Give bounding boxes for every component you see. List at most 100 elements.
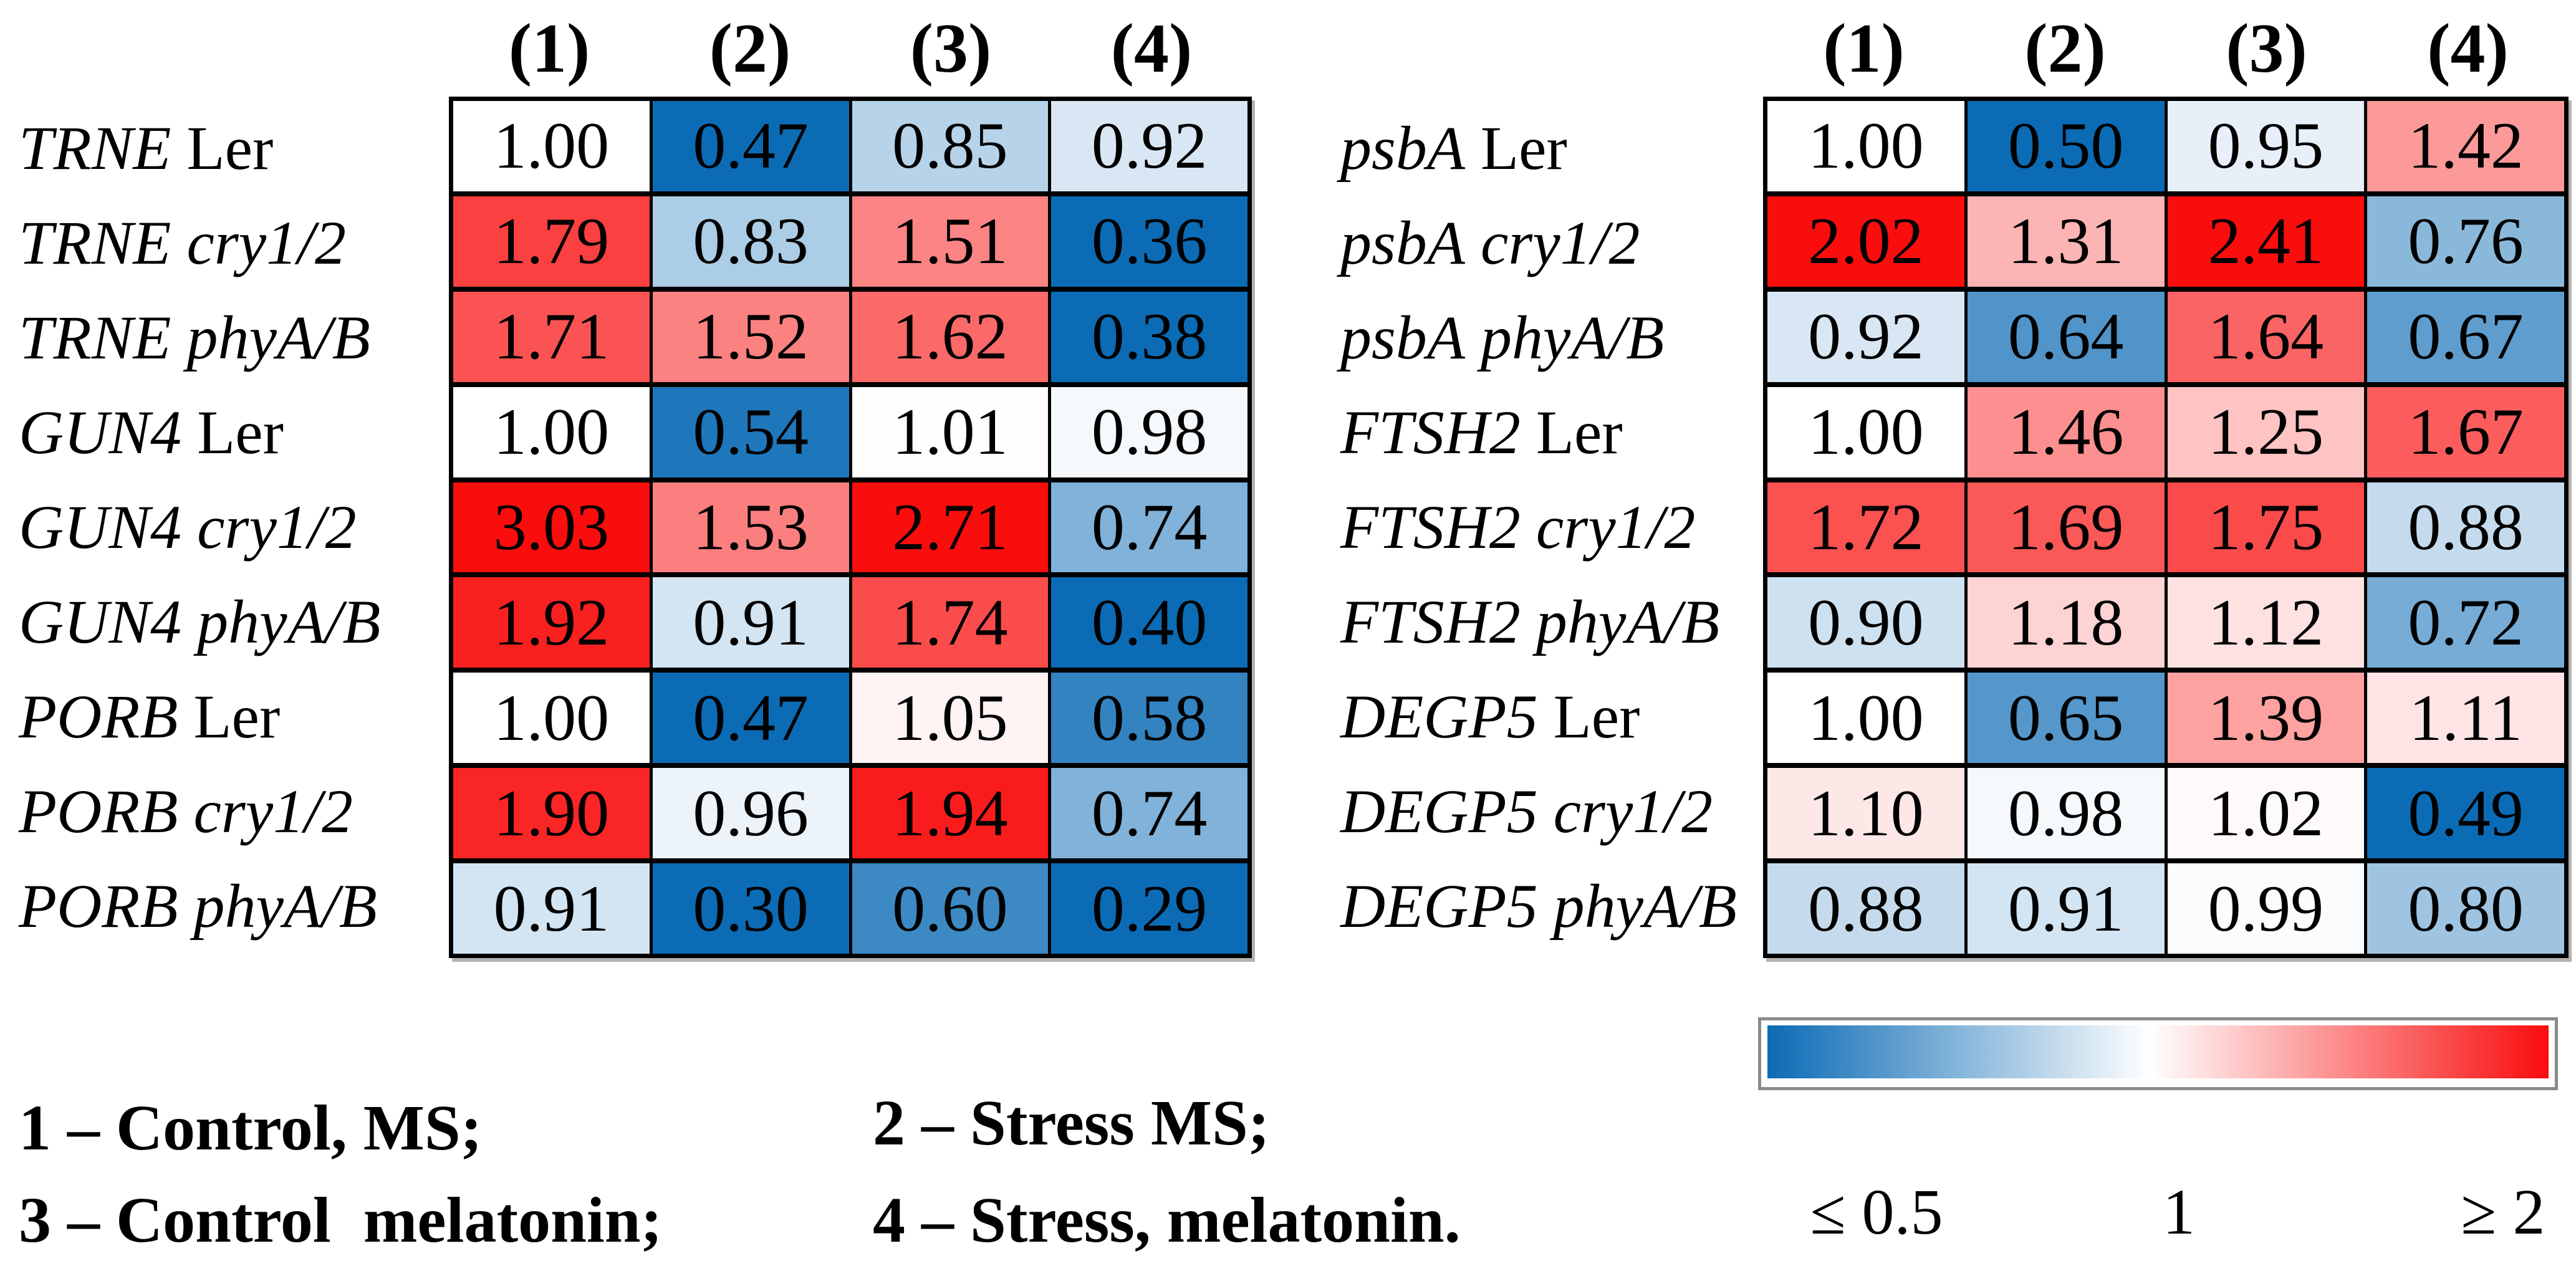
heatmap-cell: 1.94 — [852, 768, 1049, 859]
gene-name: TRNE — [19, 303, 171, 372]
heatmap-cell: 1.05 — [852, 673, 1049, 764]
heatmap-cell: 0.74 — [1051, 768, 1247, 859]
genotype-name: phyA/B — [1520, 587, 1720, 656]
heatmap-cell: 1.10 — [1767, 768, 1964, 859]
column-header: (2) — [709, 9, 791, 87]
heatmap-cell: 1.00 — [453, 386, 650, 477]
heatmap-cell: 1.39 — [2167, 673, 2365, 764]
row-label: TRNE phyA/B — [19, 290, 436, 385]
colorbar-label-mid: 1 — [2163, 1176, 2195, 1248]
gene-name: DEGP5 — [1340, 871, 1538, 941]
heatmap-cell: 0.38 — [1051, 291, 1247, 382]
legend-item-4: 4 – Stress, melatonin. — [873, 1184, 1461, 1256]
heatmap-cell: 0.60 — [852, 863, 1049, 954]
row-label: TRNE Ler — [19, 101, 436, 196]
row-label: psbA cry1/2 — [1340, 196, 1758, 290]
heatmap-cell: 0.88 — [2367, 482, 2564, 573]
heatmap-cell: 1.02 — [2167, 768, 2365, 859]
row-label: DEGP5 Ler — [1340, 669, 1758, 764]
heatmap-cell: 0.72 — [2367, 577, 2564, 668]
heatmap-cell: 0.96 — [652, 768, 849, 859]
genotype-name: cry1/2 — [178, 777, 353, 846]
genotype-name: Ler — [171, 113, 274, 183]
heatmap-cell: 1.64 — [2167, 291, 2365, 382]
row-label: GUN4 phyA/B — [19, 575, 436, 669]
heatmap-cell: 1.00 — [453, 101, 650, 191]
gene-name: DEGP5 — [1340, 777, 1538, 846]
heatmap-cell: 1.53 — [652, 482, 849, 573]
genotype-name: phyA/B — [178, 871, 377, 941]
right-heatmap-grid: 1.00 0.50 0.95 1.42 2.02 1.31 2.41 0.76 0.92 0.64… — [1763, 97, 2569, 958]
gene-name: GUN4 — [19, 587, 182, 656]
heatmap-cell: 1.46 — [1967, 386, 2165, 477]
heatmap-cell: 0.88 — [1767, 863, 1964, 954]
heatmap-cell: 0.65 — [1967, 673, 2165, 764]
genotype-name: cry1/2 — [1537, 777, 1713, 846]
colorbar-label-min: ≤ 0.5 — [1810, 1176, 1943, 1248]
row-label: FTSH2 Ler — [1340, 385, 1758, 480]
heatmap-cell: 0.36 — [1051, 196, 1247, 287]
heatmap-cell: 0.30 — [652, 863, 849, 954]
gene-name: psbA — [1340, 208, 1465, 277]
row-label: DEGP5 phyA/B — [1340, 859, 1758, 954]
row-label: psbA phyA/B — [1340, 290, 1758, 385]
heatmap-cell: 2.02 — [1767, 196, 1964, 287]
row-label: FTSH2 cry1/2 — [1340, 480, 1758, 575]
heatmap-cell: 0.58 — [1051, 673, 1247, 764]
heatmap-cell: 1.62 — [852, 291, 1049, 382]
genotype-name: Ler — [1465, 113, 1567, 183]
heatmap-cell: 0.74 — [1051, 482, 1247, 573]
genotype-name: cry1/2 — [171, 208, 346, 277]
column-header: (3) — [910, 9, 992, 87]
column-header: (3) — [2226, 9, 2307, 87]
heatmap-cell: 1.12 — [2167, 577, 2365, 668]
row-label: psbA Ler — [1340, 101, 1758, 196]
heatmap-cell: 0.47 — [652, 101, 849, 191]
heatmap-cell: 0.98 — [1051, 386, 1247, 477]
column-header: (1) — [1823, 9, 1905, 87]
left-heatmap-grid: 1.00 0.47 0.85 0.92 1.79 0.83 1.51 0.36 1.71 1.52… — [449, 97, 1252, 958]
heatmap-cell: 0.90 — [1767, 577, 1964, 668]
heatmap-cell: 0.91 — [652, 577, 849, 668]
left-column-headers: (1) (2) (3) (4) — [449, 6, 1252, 90]
heatmap-cell: 1.25 — [2167, 386, 2365, 477]
heatmap-cell: 0.64 — [1967, 291, 2165, 382]
heatmap-cell: 1.31 — [1967, 196, 2165, 287]
heatmap-cell: 1.90 — [453, 768, 650, 859]
heatmap-cell: 0.76 — [2367, 196, 2564, 287]
heatmap-cell: 0.85 — [852, 101, 1049, 191]
heatmap-cell: 0.92 — [1051, 101, 1247, 191]
row-label: PORB phyA/B — [19, 859, 436, 954]
legend-item-1: 1 – Control, MS; — [19, 1092, 483, 1164]
heatmap-cell: 0.91 — [453, 863, 650, 954]
gene-name: PORB — [19, 871, 178, 941]
heatmap-cell: 1.00 — [1767, 386, 1964, 477]
heatmap-cell: 0.95 — [2167, 101, 2365, 191]
genotype-name: Ler — [181, 398, 284, 467]
heatmap-cell: 1.79 — [453, 196, 650, 287]
row-label: DEGP5 cry1/2 — [1340, 764, 1758, 859]
genotype-name: Ler — [1520, 398, 1623, 467]
genotype-name: cry1/2 — [1520, 492, 1696, 562]
heatmap-cell: 1.71 — [453, 291, 650, 382]
left-row-labels: TRNE Ler TRNE cry1/2 TRNE phyA/B GUN4 Ler GU… — [19, 101, 436, 954]
heatmap-cell: 0.47 — [652, 673, 849, 764]
legend-item-3: 3 – Control melatonin; — [19, 1184, 663, 1256]
gene-name: psbA — [1340, 113, 1465, 183]
heatmap-cell: 0.91 — [1967, 863, 2165, 954]
heatmap-cell: 1.11 — [2367, 673, 2564, 764]
gene-name: psbA — [1340, 303, 1465, 372]
gene-name: FTSH2 — [1340, 587, 1521, 656]
row-label: GUN4 cry1/2 — [19, 480, 436, 575]
heatmap-cell: 0.54 — [652, 386, 849, 477]
gene-name: DEGP5 — [1340, 682, 1538, 751]
heatmap-cell: 0.50 — [1967, 101, 2165, 191]
colorbar-frame — [1758, 1017, 2558, 1090]
heatmap-cell: 1.01 — [852, 386, 1049, 477]
gene-name: GUN4 — [19, 398, 182, 467]
row-label: PORB Ler — [19, 669, 436, 764]
genotype-name: phyA/B — [171, 303, 370, 372]
heatmap-cell: 0.83 — [652, 196, 849, 287]
gene-name: TRNE — [19, 208, 171, 277]
